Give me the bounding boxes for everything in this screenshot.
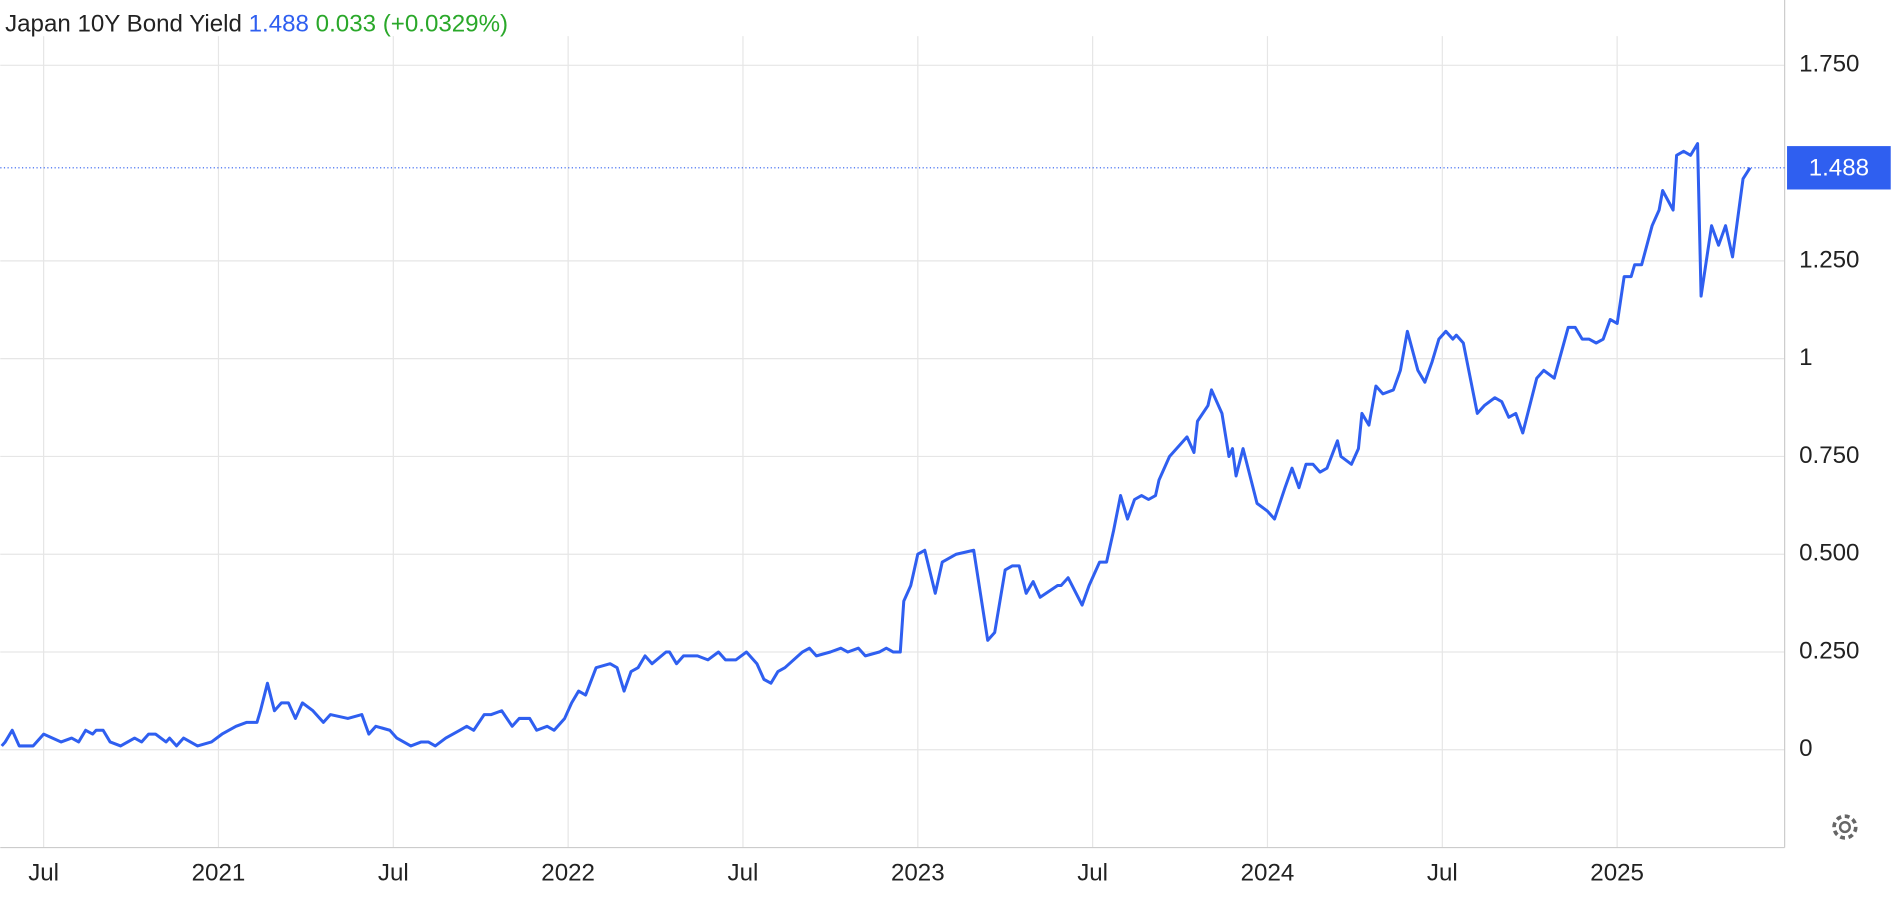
y-tick-label: 0.750 <box>1799 442 1859 469</box>
y-tick-label: 0.500 <box>1799 540 1859 567</box>
x-tick-label: 2021 <box>192 859 246 886</box>
x-tick-label: Jul <box>1427 859 1458 886</box>
y-tick-label: 1.750 <box>1799 51 1859 78</box>
x-tick-label: 2025 <box>1590 859 1644 886</box>
current-value-box <box>1787 146 1891 190</box>
x-tick-label: 2023 <box>891 859 945 886</box>
y-tick-label: 1.250 <box>1799 246 1859 273</box>
x-tick-label: Jul <box>28 859 59 886</box>
gear-teeth[interactable] <box>1832 814 1858 840</box>
chart-header: Japan 10Y Bond Yield 1.488 0.033 (+0.032… <box>5 11 508 38</box>
grid <box>0 36 1785 848</box>
x-tick-label: Jul <box>378 859 409 886</box>
y-tick-label: 0 <box>1799 735 1812 762</box>
change-percent: (+0.0329%) <box>383 11 508 38</box>
x-tick-label: 2024 <box>1241 859 1295 886</box>
current-value: 1.488 <box>249 11 309 38</box>
gear-hub[interactable] <box>1838 821 1851 834</box>
x-tick-label: Jul <box>728 859 759 886</box>
chart-title: Japan 10Y Bond Yield <box>5 11 242 38</box>
current-value-label: 1.488 <box>1809 154 1869 181</box>
yield-line <box>0 142 1752 748</box>
change: 0.033 <box>316 11 376 38</box>
settings-icon[interactable] <box>1832 814 1858 840</box>
y-tick-label: 0.250 <box>1799 637 1859 664</box>
x-tick-label: 2022 <box>541 859 595 886</box>
x-tick-label: Jul <box>1077 859 1108 886</box>
y-tick-label: 1 <box>1799 344 1812 371</box>
